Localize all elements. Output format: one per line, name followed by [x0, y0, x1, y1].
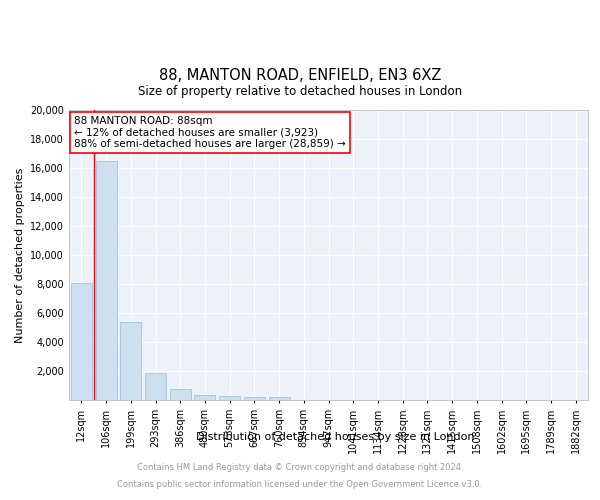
Bar	[71, 282, 92, 400]
Text: Distribution of detached houses by size in London: Distribution of detached houses by size …	[196, 432, 474, 442]
Bar	[194, 394, 215, 400]
Y-axis label: Number of detached properties: Number of detached properties	[15, 168, 25, 342]
Text: 88, MANTON ROAD, ENFIELD, EN3 6XZ: 88, MANTON ROAD, ENFIELD, EN3 6XZ	[159, 68, 441, 82]
Text: Size of property relative to detached houses in London: Size of property relative to detached ho…	[138, 84, 462, 98]
Text: Contains public sector information licensed under the Open Government Licence v3: Contains public sector information licen…	[118, 480, 482, 489]
Bar	[120, 322, 141, 400]
Bar	[170, 388, 191, 400]
Bar	[244, 396, 265, 400]
Bar	[95, 161, 116, 400]
Bar	[269, 397, 290, 400]
Bar	[219, 396, 240, 400]
Bar	[145, 373, 166, 400]
Text: 88 MANTON ROAD: 88sqm
← 12% of detached houses are smaller (3,923)
88% of semi-d: 88 MANTON ROAD: 88sqm ← 12% of detached …	[74, 116, 346, 149]
Text: Contains HM Land Registry data © Crown copyright and database right 2024.: Contains HM Land Registry data © Crown c…	[137, 464, 463, 472]
